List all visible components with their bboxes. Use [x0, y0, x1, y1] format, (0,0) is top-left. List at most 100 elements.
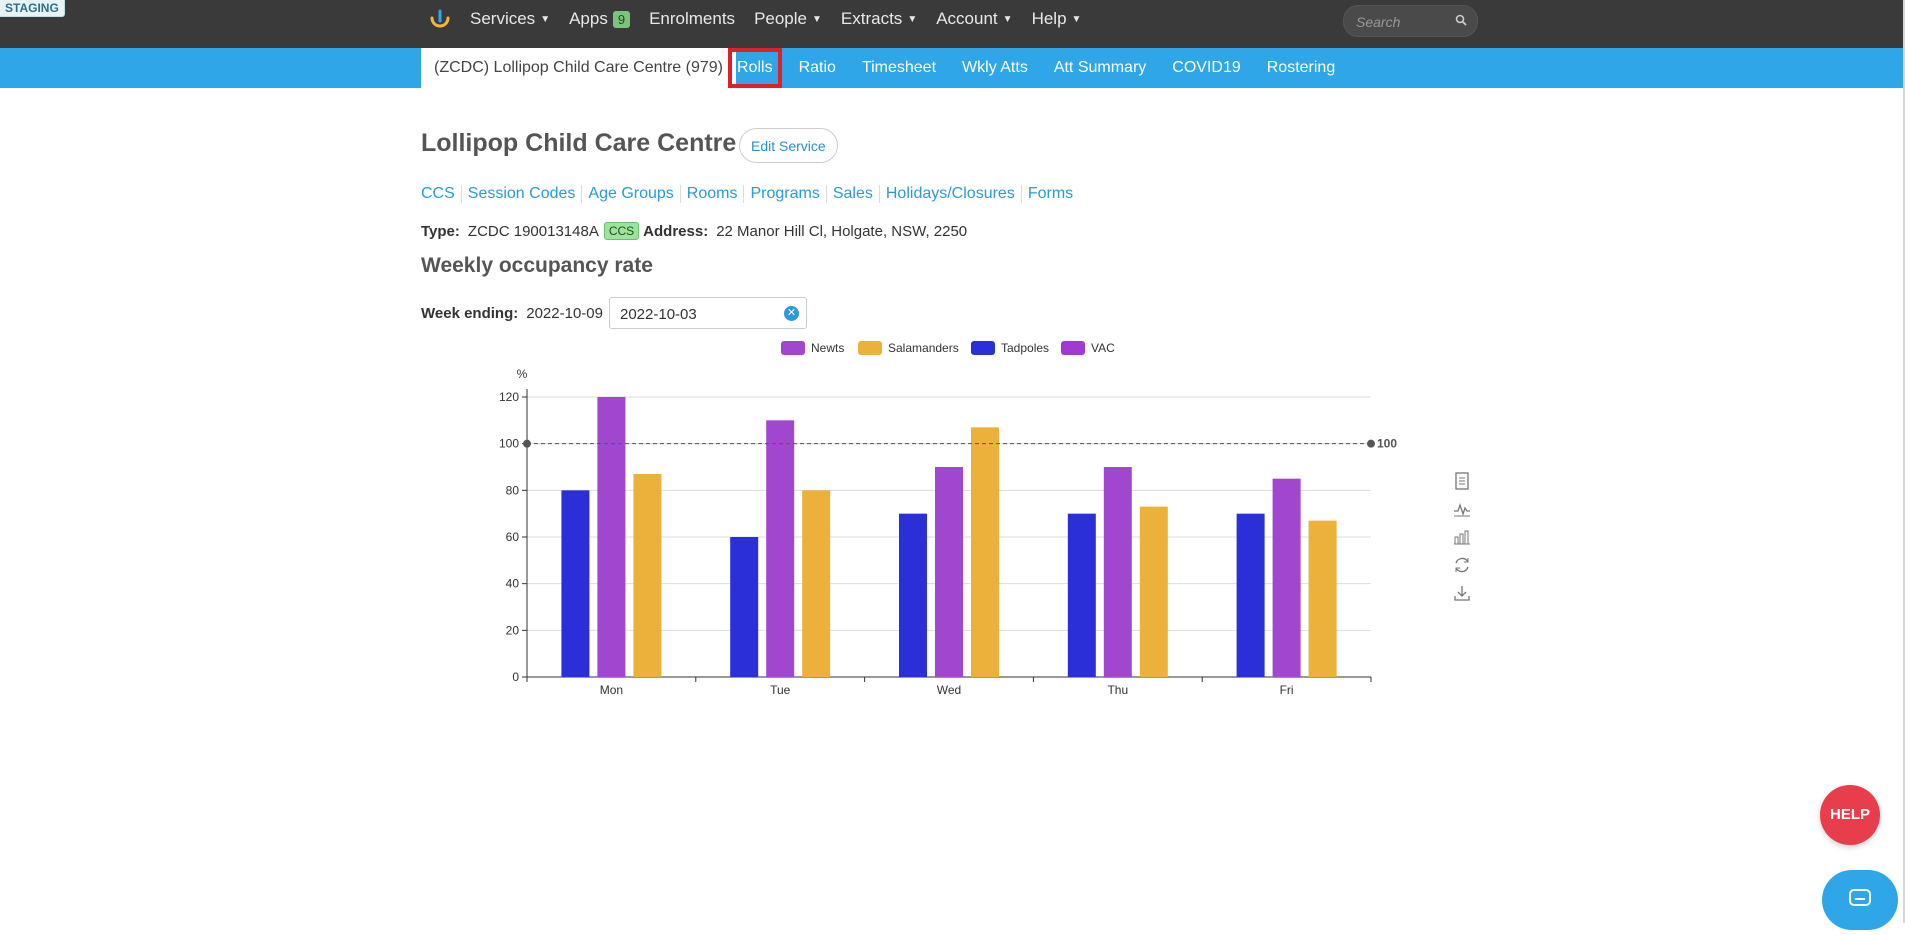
legend-swatch — [971, 341, 995, 355]
nav-services[interactable]: Services ▼ — [470, 9, 551, 28]
service-tab[interactable]: (ZCDC) Lollipop Child Care Centre (979) — [421, 48, 736, 88]
bar-salamanders — [802, 490, 831, 677]
y-tick-label: 100 — [499, 437, 519, 451]
tab-wkly-atts[interactable]: Wkly Atts — [962, 59, 1028, 76]
bar-tadpoles — [1067, 513, 1096, 677]
link-age-groups[interactable]: Age Groups — [581, 185, 679, 203]
bar-newts — [1103, 467, 1132, 677]
y-tick-label: 0 — [512, 670, 519, 684]
tab-rolls[interactable]: Rolls — [728, 48, 782, 88]
tab-att-summary[interactable]: Att Summary — [1053, 59, 1147, 76]
chevron-down-icon: ▼ — [812, 13, 822, 25]
y-tick-label: 120 — [499, 390, 519, 404]
legend-swatch — [858, 341, 882, 355]
link-sales[interactable]: Sales — [825, 185, 879, 203]
apps-count-badge: 9 — [612, 10, 631, 28]
mark-line-start — [523, 439, 531, 448]
nav-account[interactable]: Account ▼ — [936, 9, 1013, 28]
restore-icon[interactable] — [1452, 555, 1472, 575]
y-axis-label: % — [517, 367, 528, 381]
y-tick-label: 80 — [506, 483, 520, 497]
chevron-down-icon: ▼ — [1071, 13, 1082, 25]
x-tick-label: Thu — [1107, 683, 1128, 697]
nav-enrolments[interactable]: Enrolments — [649, 9, 736, 28]
legend-label: Newts — [811, 341, 844, 355]
download-icon[interactable] — [1452, 583, 1472, 603]
app-logo[interactable] — [427, 8, 453, 36]
week-ending-value: 2022-10-09 — [526, 304, 603, 322]
section-title: Weekly occupancy rate — [421, 254, 653, 277]
tab-covid19[interactable]: COVID19 — [1172, 59, 1241, 76]
link-holidays-closures[interactable]: Holidays/Closures — [878, 185, 1021, 203]
top-bar — [0, 0, 1905, 48]
x-tick-label: Mon — [600, 683, 623, 697]
nav-extracts[interactable]: Extracts ▼ — [840, 9, 918, 28]
bar-newts — [597, 397, 626, 677]
tab-timesheet[interactable]: Timesheet — [861, 59, 937, 76]
bar-newts — [935, 467, 963, 677]
sub-nav-bar — [0, 48, 1905, 88]
link-rooms[interactable]: Rooms — [679, 185, 744, 203]
address-label: Address: — [643, 222, 709, 240]
search-box — [1343, 5, 1478, 37]
y-tick-label: 40 — [506, 577, 520, 591]
chevron-down-icon: ▼ — [907, 13, 918, 25]
bar-salamanders — [1308, 520, 1337, 677]
search-icon[interactable] — [1455, 14, 1467, 26]
week-date-input[interactable] — [617, 303, 772, 325]
link-programs[interactable]: Programs — [743, 185, 825, 203]
legend-label: Salamanders — [888, 341, 959, 355]
data-view-icon[interactable] — [1452, 471, 1472, 491]
bar-salamanders — [633, 474, 662, 677]
chart-toolbox — [1452, 471, 1472, 611]
top-nav: Services ▼ Apps 9 Enrolments People ▼ Extra… — [470, 0, 1100, 38]
bar-newts — [1272, 478, 1301, 677]
mark-line-label: 100 — [1377, 437, 1397, 451]
environment-badge: STAGING — [0, 0, 65, 17]
y-tick-label: 20 — [506, 623, 520, 637]
bar-tadpoles — [730, 537, 759, 677]
page-title: Lollipop Child Care Centre — [421, 129, 737, 157]
tab-rostering[interactable]: Rostering — [1266, 59, 1336, 76]
link-session-codes[interactable]: Session Codes — [460, 185, 582, 203]
bar-salamanders — [1139, 506, 1168, 677]
scrollbar[interactable] — [1903, 0, 1905, 923]
week-ending-row: Week ending: 2022-10-09 ✕ — [421, 297, 807, 329]
ccs-badge: CCS — [603, 222, 640, 240]
service-info: Type: ZCDC 190013148A CCS Address: 22 Ma… — [421, 222, 967, 240]
link-forms[interactable]: Forms — [1020, 185, 1079, 203]
clear-icon[interactable]: ✕ — [783, 306, 799, 321]
legend-swatch — [1061, 341, 1085, 355]
bar-salamanders — [971, 427, 999, 677]
line-chart-icon[interactable] — [1452, 499, 1472, 519]
help-button[interactable]: HELP — [1820, 785, 1880, 845]
week-ending-label: Week ending: — [421, 304, 519, 322]
chevron-down-icon: ▼ — [1002, 13, 1013, 25]
address-value: 22 Manor Hill Cl, Holgate, NSW, 2250 — [716, 222, 968, 240]
mark-line-end — [1367, 439, 1375, 448]
link-ccs[interactable]: CCS — [421, 185, 455, 202]
x-tick-label: Tue — [770, 683, 791, 697]
search-input[interactable] — [1354, 11, 1453, 33]
nav-apps[interactable]: Apps 9 — [569, 9, 631, 29]
tab-ratio[interactable]: Ratio — [798, 59, 836, 76]
nav-help[interactable]: Help ▼ — [1031, 9, 1082, 28]
x-tick-label: Wed — [937, 683, 961, 697]
service-links: CCS Session Codes Age Groups Rooms Progr… — [421, 185, 1079, 203]
week-date-picker: ✕ — [608, 297, 807, 329]
y-tick-label: 60 — [506, 530, 520, 544]
edit-service-button[interactable]: Edit Service — [739, 128, 838, 163]
bar-chart-icon[interactable] — [1452, 527, 1472, 547]
legend-swatch — [781, 341, 805, 355]
chat-icon — [1849, 889, 1871, 906]
bar-tadpoles — [899, 513, 927, 677]
bar-tadpoles — [1236, 513, 1265, 677]
type-label: Type: — [421, 222, 460, 240]
legend-label: Tadpoles — [1001, 341, 1049, 355]
chat-button[interactable] — [1822, 870, 1898, 930]
chevron-down-icon: ▼ — [540, 13, 551, 25]
nav-people[interactable]: People ▼ — [754, 9, 822, 28]
x-tick-label: Fri — [1280, 683, 1294, 697]
occupancy-chart: Newts Salamanders Tadpoles VAC% 0 20 40 60 80 100… — [499, 341, 1397, 697]
legend-label: VAC — [1091, 341, 1115, 355]
